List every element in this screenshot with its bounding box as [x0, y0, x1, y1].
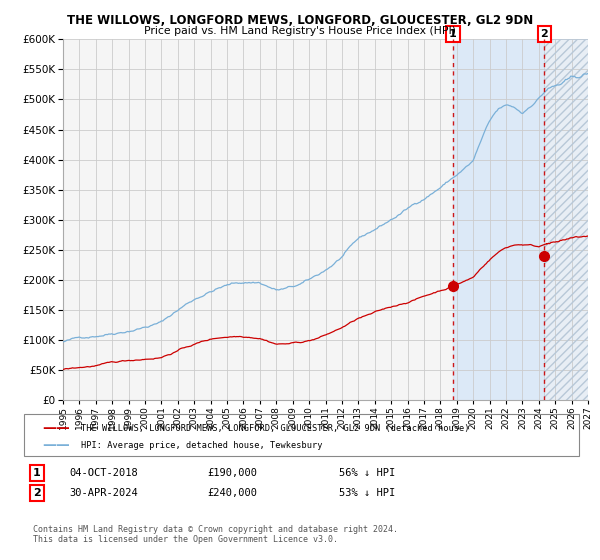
Bar	[544, 39, 588, 400]
Text: THE WILLOWS, LONGFORD MEWS, LONGFORD, GLOUCESTER, GL2 9DN (detached house): THE WILLOWS, LONGFORD MEWS, LONGFORD, GL…	[81, 424, 470, 433]
Text: Contains HM Land Registry data © Crown copyright and database right 2024.: Contains HM Land Registry data © Crown c…	[33, 525, 398, 534]
Text: £190,000: £190,000	[207, 468, 257, 478]
Text: Price paid vs. HM Land Registry's House Price Index (HPI): Price paid vs. HM Land Registry's House …	[144, 26, 456, 36]
Text: 1: 1	[449, 29, 457, 39]
Text: 30-APR-2024: 30-APR-2024	[69, 488, 138, 498]
Text: 04-OCT-2018: 04-OCT-2018	[69, 468, 138, 478]
Text: THE WILLOWS, LONGFORD MEWS, LONGFORD, GLOUCESTER, GL2 9DN: THE WILLOWS, LONGFORD MEWS, LONGFORD, GL…	[67, 14, 533, 27]
Text: 1: 1	[33, 468, 41, 478]
Text: 56% ↓ HPI: 56% ↓ HPI	[339, 468, 395, 478]
Bar	[544, 39, 588, 400]
Text: ——: ——	[42, 438, 70, 452]
Text: ——: ——	[42, 422, 70, 436]
Text: This data is licensed under the Open Government Licence v3.0.: This data is licensed under the Open Gov…	[33, 535, 338, 544]
Text: 53% ↓ HPI: 53% ↓ HPI	[339, 488, 395, 498]
Text: 2: 2	[541, 29, 548, 39]
Text: HPI: Average price, detached house, Tewkesbury: HPI: Average price, detached house, Tewk…	[81, 441, 323, 450]
Text: £240,000: £240,000	[207, 488, 257, 498]
Text: 2: 2	[33, 488, 41, 498]
Bar	[453, 39, 544, 400]
